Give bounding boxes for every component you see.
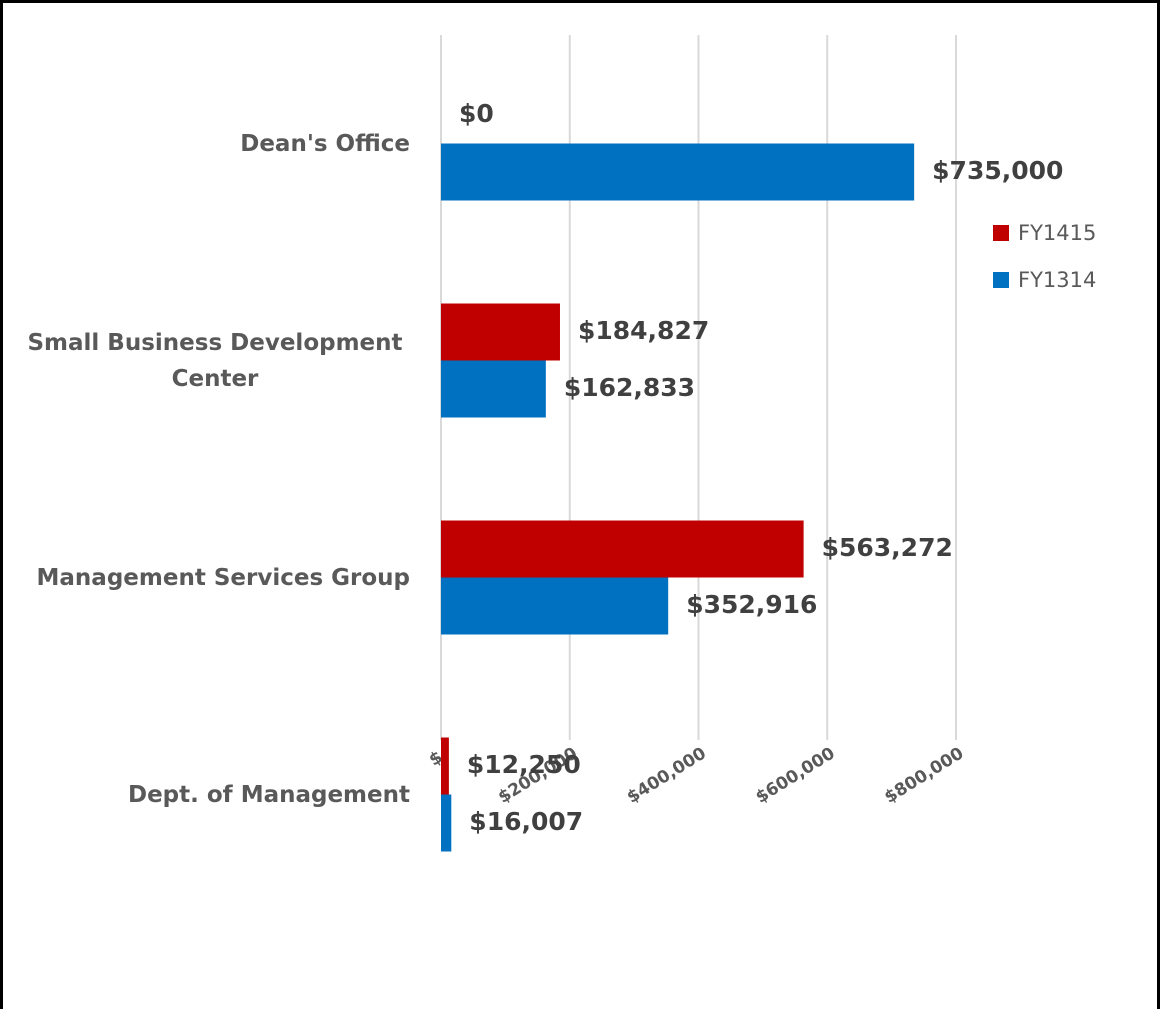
- category-label: Small Business Development Center: [27, 329, 403, 392]
- data-label: $735,000: [932, 156, 1063, 185]
- legend-swatch: [993, 272, 1009, 288]
- data-label: $184,827: [578, 316, 709, 345]
- legend-label: FY1415: [1018, 221, 1096, 245]
- data-label: $563,272: [822, 533, 953, 562]
- bar: [441, 520, 804, 578]
- legend-label: FY1314: [1018, 268, 1096, 292]
- x-tick-label: $400,000: [623, 743, 709, 807]
- data-label: $12,250: [467, 750, 581, 779]
- bar: [441, 794, 452, 852]
- x-tick-label: $800,000: [881, 743, 967, 807]
- category-label: Dept. of Management: [127, 781, 410, 808]
- bar: [441, 143, 915, 201]
- bar: [441, 577, 669, 635]
- x-tick-label: $600,000: [752, 743, 838, 807]
- legend-swatch: [993, 225, 1009, 241]
- data-label: $16,007: [469, 807, 583, 836]
- data-label: $162,833: [564, 373, 695, 402]
- category-label: Management Services Group: [36, 564, 410, 591]
- bar: [441, 303, 560, 361]
- category-label: Dean's Office: [240, 130, 410, 157]
- data-label: $352,916: [686, 590, 817, 619]
- data-label: $0: [459, 99, 494, 128]
- bar: [441, 360, 546, 418]
- bar: [441, 737, 449, 795]
